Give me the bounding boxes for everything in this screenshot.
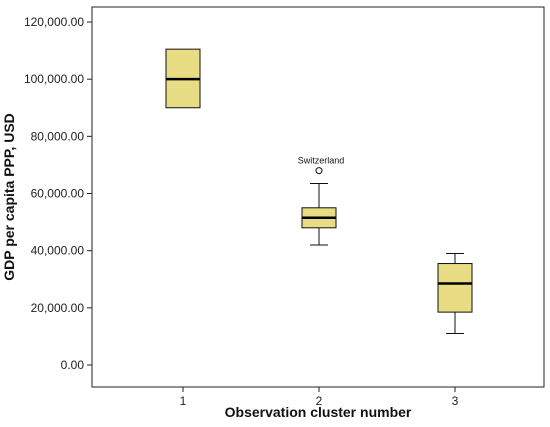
y-tick-label: 0.00 [61,358,85,372]
x-tick-label: 1 [180,394,187,408]
x-tick-label: 2 [316,394,323,408]
y-tick-label: 100,000.00 [24,72,84,86]
box-group-3 [437,253,473,335]
y-tick-label: 120,000.00 [24,15,84,29]
y-tick-label: 80,000.00 [31,129,85,143]
box-group-1 [165,48,201,109]
plot-area [91,6,545,388]
y-axis-title: GDP per capita PPP, USD [1,113,17,281]
x-tick-label: 3 [452,394,459,408]
x-axis: 1 2 3 [180,387,459,408]
y-axis: 0.00 20,000.00 40,000.00 60,000.00 80,000.00… [24,15,92,372]
y-tick-label: 40,000.00 [31,244,85,258]
boxes: Switzerland [165,48,473,335]
y-tick-label: 60,000.00 [31,187,85,201]
y-tick-label: 20,000.00 [31,301,85,315]
outlier-label: Switzerland [298,156,345,166]
outlier-point [315,167,323,175]
box-group-2: Switzerland [298,156,345,246]
box-iqr [437,263,473,313]
x-axis-title: Observation cluster number [225,404,412,420]
